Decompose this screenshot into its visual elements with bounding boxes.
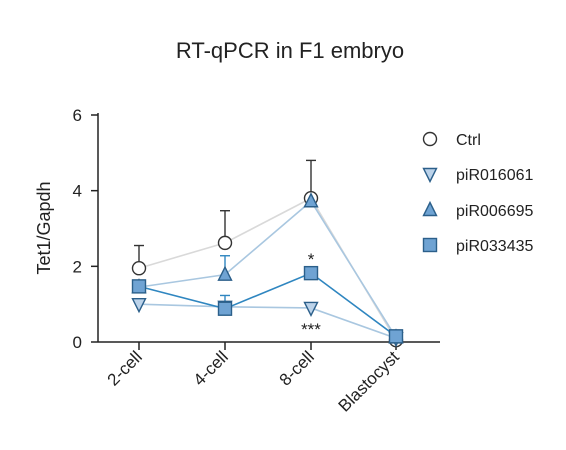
series-lines [138,197,397,341]
x-tick-label: 4-cell [190,347,232,389]
y-tick-label: 0 [73,333,82,352]
data-point-triangle-up [303,192,319,208]
x-tick-label: Blastocyst [335,347,403,415]
legend-label: piR033435 [456,238,534,255]
y-tick-label: 6 [73,106,82,125]
x-tick-label: 8-cell [276,347,318,389]
legend-label: piR016061 [456,167,534,184]
y-axis-label: Tet1/Gapdh [34,181,54,274]
legend-marker-circle [422,131,438,147]
data-markers [131,191,404,348]
data-point-square [131,279,147,294]
data-point-triangle-up [217,265,233,281]
data-point-square [303,265,319,281]
significance-label: *** [301,320,321,339]
legend-marker-triangle-down [422,167,438,184]
series-line [138,272,397,337]
chart-title: RT-qPCR in F1 embryo [176,38,404,63]
data-point-circle [217,235,233,251]
significance-annotations: **** [301,250,321,339]
legend-marker-triangle-up [422,200,438,217]
data-point-circle [131,261,147,276]
legend-label: piR006695 [456,203,534,220]
data-point-square [388,329,404,344]
data-point-square [217,301,233,316]
y-ticks: 0 2 4 6 [73,106,98,352]
x-tick-label: 2-cell [104,347,146,389]
legend-label: Ctrl [456,132,481,149]
series-line [138,200,397,338]
legend-marker-square [422,237,438,253]
error-bars [134,159,316,309]
data-point-triangle-down [303,301,319,318]
legend: Ctrl piR016061 piR006695 piR033435 [422,131,534,255]
y-tick-label: 2 [73,257,82,276]
series-line [138,197,397,341]
x-ticks: 2-cell 4-cell 8-cell Blastocyst [104,342,403,416]
series-line [138,303,397,339]
significance-label: * [308,250,315,269]
data-point-triangle-down [131,297,147,314]
y-tick-label: 4 [73,182,82,201]
